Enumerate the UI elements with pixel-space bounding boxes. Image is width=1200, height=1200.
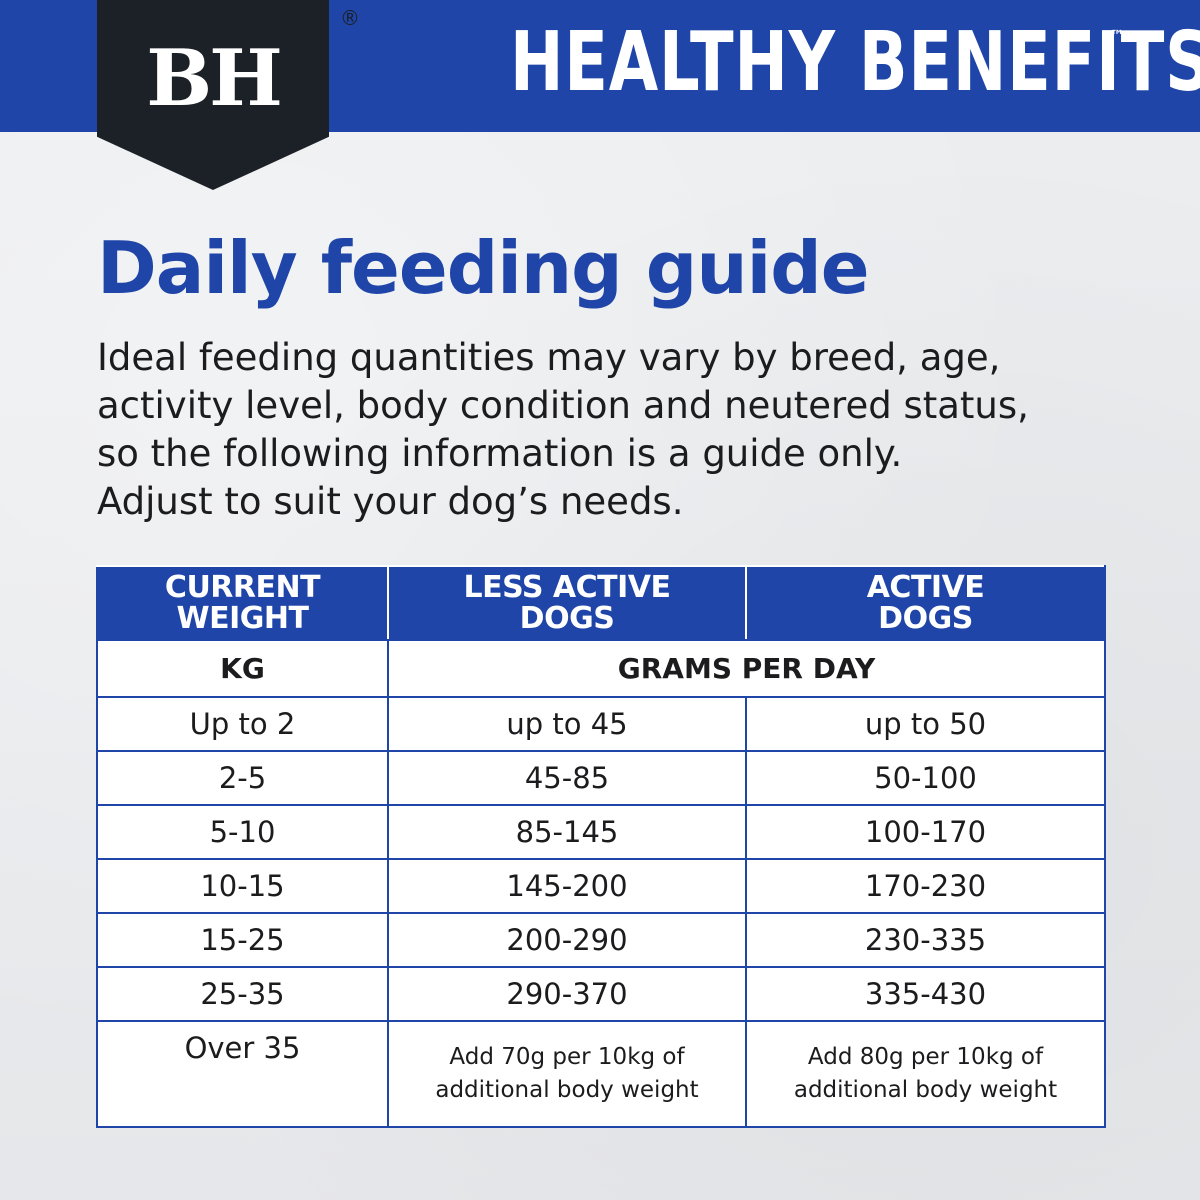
units-row: KG GRAMS PER DAY bbox=[96, 639, 1106, 698]
cell-weight: Up to 2 bbox=[96, 696, 389, 752]
cell-less-active: up to 45 bbox=[387, 696, 747, 752]
brand-logo: BH bbox=[146, 33, 283, 124]
table-row: Over 35 Add 70g per 10kg of additional b… bbox=[96, 1020, 1106, 1128]
table-row: 25-35 290-370 335-430 bbox=[96, 966, 1106, 1022]
guide-intro: Ideal feeding quantities may vary by bre… bbox=[97, 334, 1107, 526]
cell-weight: 2-5 bbox=[96, 750, 389, 806]
cell-less-active: 45-85 bbox=[387, 750, 747, 806]
cell-active: up to 50 bbox=[745, 696, 1106, 752]
header-less-active-dogs: LESS ACTIVE DOGS bbox=[387, 565, 747, 641]
trademark-mark: ™ bbox=[1110, 28, 1124, 44]
brand-title: HEALTHY BENEFITS bbox=[510, 15, 1200, 110]
cell-less-active: Add 70g per 10kg of additional body weig… bbox=[387, 1020, 747, 1128]
table-row: 2-5 45-85 50-100 bbox=[96, 750, 1106, 806]
table-header-row: CURRENT WEIGHT LESS ACTIVE DOGS ACTIVE D… bbox=[96, 565, 1106, 641]
intro-line: so the following information is a guide … bbox=[97, 432, 903, 475]
intro-line: Ideal feeding quantities may vary by bre… bbox=[97, 336, 1001, 379]
intro-line: activity level, body condition and neute… bbox=[97, 384, 1029, 427]
cell-active: 50-100 bbox=[745, 750, 1106, 806]
cell-less-active: 145-200 bbox=[387, 858, 747, 914]
header-current-weight: CURRENT WEIGHT bbox=[96, 565, 389, 641]
table-row: Up to 2 up to 45 up to 50 bbox=[96, 696, 1106, 752]
cell-less-active: 85-145 bbox=[387, 804, 747, 860]
cell-weight: 10-15 bbox=[96, 858, 389, 914]
table-row: 10-15 145-200 170-230 bbox=[96, 858, 1106, 914]
unit-weight: KG bbox=[96, 639, 389, 698]
table-row: 15-25 200-290 230-335 bbox=[96, 912, 1106, 968]
cell-active: 170-230 bbox=[745, 858, 1106, 914]
guide-heading: Daily feeding guide bbox=[97, 226, 870, 310]
cell-active: 335-430 bbox=[745, 966, 1106, 1022]
cell-weight: 15-25 bbox=[96, 912, 389, 968]
intro-line: Adjust to suit your dog’s needs. bbox=[97, 480, 684, 523]
cell-less-active: 200-290 bbox=[387, 912, 747, 968]
registered-mark: ® bbox=[340, 6, 360, 30]
cell-active: 230-335 bbox=[745, 912, 1106, 968]
table-row: 5-10 85-145 100-170 bbox=[96, 804, 1106, 860]
cell-weight: Over 35 bbox=[96, 1020, 389, 1128]
cell-active: Add 80g per 10kg of additional body weig… bbox=[745, 1020, 1106, 1128]
feeding-table: CURRENT WEIGHT LESS ACTIVE DOGS ACTIVE D… bbox=[96, 565, 1106, 1128]
cell-weight: 25-35 bbox=[96, 966, 389, 1022]
cell-weight: 5-10 bbox=[96, 804, 389, 860]
cell-active: 100-170 bbox=[745, 804, 1106, 860]
cell-less-active: 290-370 bbox=[387, 966, 747, 1022]
header-active-dogs: ACTIVE DOGS bbox=[745, 565, 1106, 641]
unit-amount: GRAMS PER DAY bbox=[387, 639, 1106, 698]
